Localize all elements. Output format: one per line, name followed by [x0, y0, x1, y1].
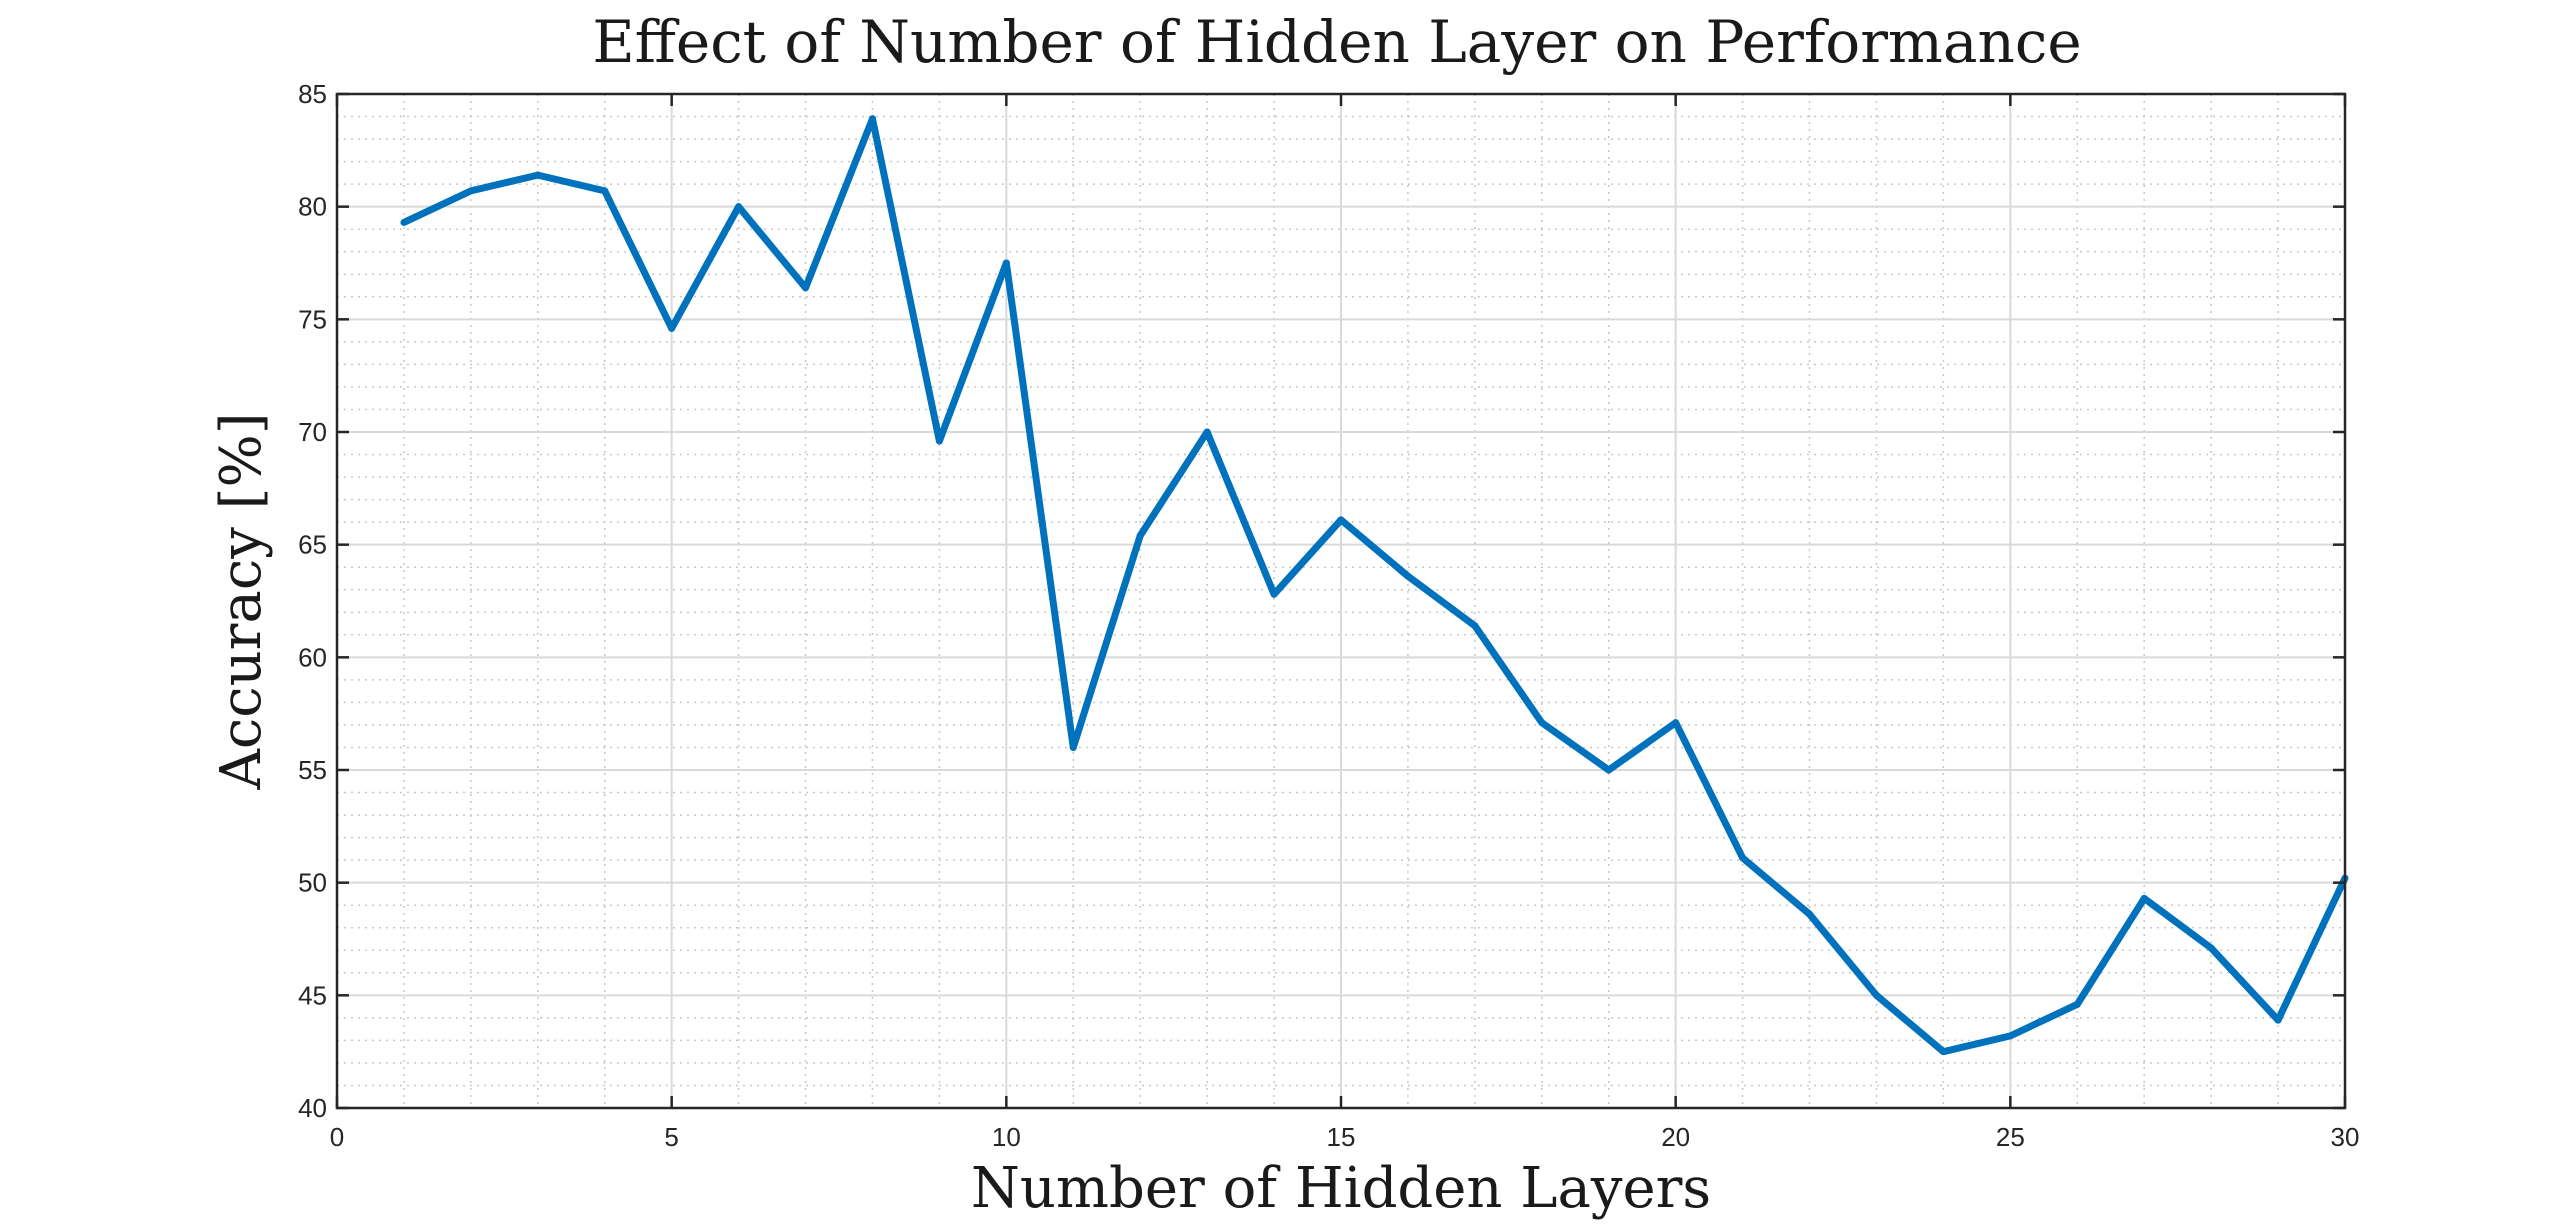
- data-point: [1538, 719, 1546, 727]
- data-point: [735, 203, 743, 211]
- data-point: [467, 187, 475, 195]
- y-axis-label: Accuracy [%]: [209, 412, 274, 790]
- data-point: [668, 324, 676, 332]
- x-tick-label: 0: [330, 1122, 344, 1152]
- data-point: [1605, 766, 1613, 774]
- data-point: [1739, 854, 1747, 862]
- data-point: [2207, 944, 2215, 952]
- y-tick-label: 40: [298, 1093, 327, 1123]
- y-tick-label: 70: [298, 417, 327, 447]
- data-point: [1939, 1048, 1947, 1056]
- data-point: [1471, 622, 1479, 630]
- data-point: [1806, 910, 1814, 918]
- y-tick-label: 80: [298, 192, 327, 222]
- data-point: [1069, 743, 1077, 751]
- data-point: [2274, 1016, 2282, 1024]
- series-layer: [400, 115, 2349, 1056]
- data-point: [534, 171, 542, 179]
- y-tick-label: 60: [298, 642, 327, 672]
- data-point: [1872, 991, 1880, 999]
- y-tick-labels: 40 45 50 55 60 65 70 75 80 85: [298, 79, 327, 1123]
- data-point: [1337, 516, 1345, 524]
- data-point: [1203, 428, 1211, 436]
- data-point: [601, 187, 609, 195]
- x-tick-label: 5: [664, 1122, 678, 1152]
- data-point: [2006, 1032, 2014, 1040]
- data-point: [1002, 259, 1010, 267]
- x-tick-label: 10: [992, 1122, 1021, 1152]
- y-tick-label: 65: [298, 530, 327, 560]
- x-tick-labels: 0 5 10 15 20 25 30: [330, 1122, 2360, 1152]
- x-tick-label: 25: [1996, 1122, 2025, 1152]
- x-tick-label: 20: [1661, 1122, 1690, 1152]
- y-tick-label: 45: [298, 980, 327, 1010]
- y-tick-label: 85: [298, 79, 327, 109]
- data-point: [1270, 590, 1278, 598]
- data-point: [1136, 532, 1144, 540]
- y-tick-label: 50: [298, 868, 327, 898]
- series-line: [402, 115, 2349, 1056]
- y-tick-label: 75: [298, 304, 327, 334]
- x-tick-label: 15: [1327, 1122, 1356, 1152]
- data-point: [2140, 894, 2148, 902]
- data-point: [1404, 572, 1412, 580]
- data-point: [935, 437, 943, 445]
- x-tick-label: 30: [2331, 1122, 2360, 1152]
- x-axis-label: Number of Hidden Layers: [971, 1156, 1711, 1221]
- data-point: [400, 218, 408, 226]
- major-grid: [337, 94, 2345, 1108]
- data-point: [868, 115, 876, 123]
- data-point: [802, 284, 810, 292]
- tick-marks: [335, 92, 2347, 1110]
- data-point: [2073, 1000, 2081, 1008]
- data-point: [1672, 719, 1680, 727]
- y-tick-label: 55: [298, 755, 327, 785]
- chart-title: Effect of Number of Hidden Layer on Perf…: [592, 8, 2081, 76]
